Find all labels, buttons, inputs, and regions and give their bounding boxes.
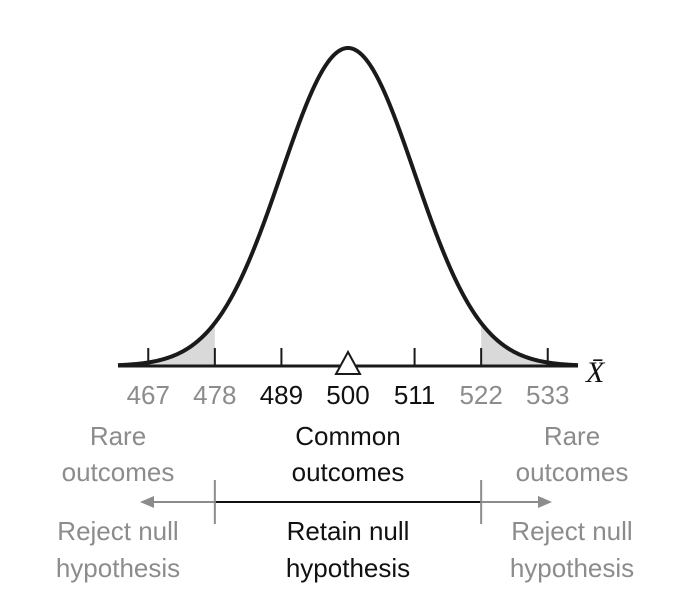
tick-label-489: 489 [260,380,303,410]
decision-boundary-lines [140,480,552,524]
reject-right-arrowhead [538,496,552,508]
tick-label-511: 511 [394,380,435,410]
x-axis-tick-labels: 467 478 489 500 511 522 533 [127,380,570,410]
left-outcome-label-line1: Rare [90,421,146,451]
normal-curve [117,45,579,368]
right-outcome-label-line2: outcomes [516,457,629,487]
right-decision-label-line1: Reject null [511,516,632,546]
tick-label-522: 522 [459,380,502,410]
center-decision-label-line1: Retain null [287,516,410,546]
tick-label-533: 533 [526,380,569,410]
rejection-tails [118,322,578,366]
shaded-tail-upper [481,322,578,366]
tick-label-467: 467 [127,380,170,410]
right-decision-label-line2: hypothesis [510,553,634,583]
tick-label-478: 478 [193,380,236,410]
shaded-tail-lower [118,322,215,366]
center-decision-label-line2: hypothesis [286,553,410,583]
center-outcome-label-line1: Common [295,421,400,451]
mean-triangle-marker [334,349,362,375]
left-decision-label-line2: hypothesis [56,553,180,583]
x-axis-ticks [147,348,549,366]
left-decision-label-line1: Reject null [57,516,178,546]
x-axis-variable-label: X̄ [585,356,606,389]
region-labels: Rare outcomes Common outcomes Rare outco… [56,421,634,583]
center-outcome-label-line2: outcomes [292,457,405,487]
tick-label-500: 500 [326,380,369,410]
right-outcome-label-line1: Rare [544,421,600,451]
left-outcome-label-line2: outcomes [62,457,175,487]
reject-left-arrowhead [140,496,154,508]
